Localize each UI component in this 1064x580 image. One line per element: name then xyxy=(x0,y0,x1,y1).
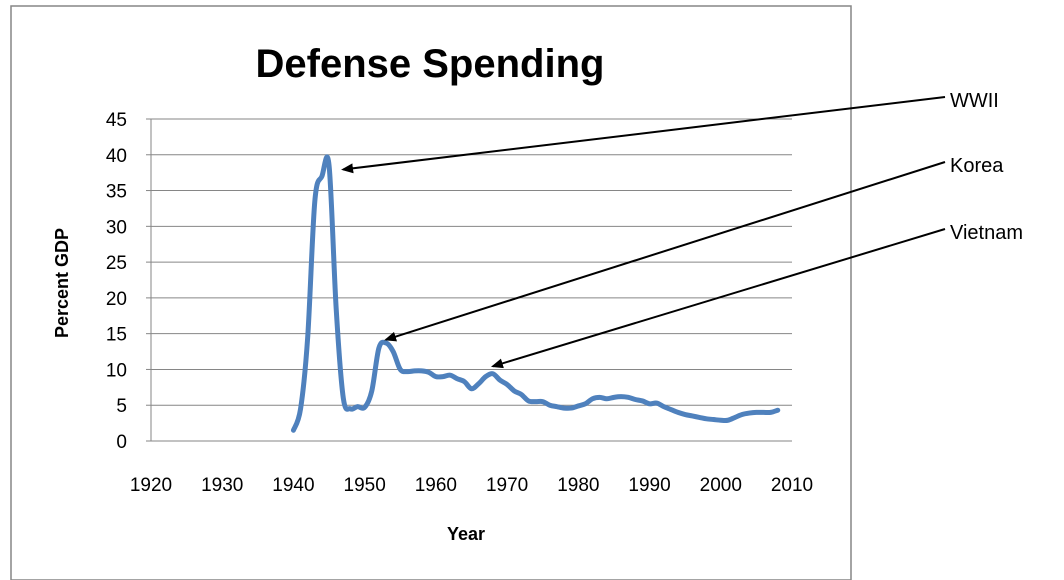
annotation-arrow xyxy=(341,96,946,174)
annotation-label: Korea xyxy=(950,155,1004,177)
x-axis-title: Year xyxy=(447,524,485,544)
annotation-label: WWII xyxy=(950,90,999,112)
x-tick-label: 1930 xyxy=(201,475,243,496)
series-line xyxy=(290,154,781,433)
y-tick-label: 30 xyxy=(106,217,127,238)
annotation-arrow xyxy=(384,161,946,342)
axes xyxy=(150,119,792,442)
x-tick-label: 2000 xyxy=(700,475,742,496)
y-tick-label: 25 xyxy=(106,253,127,274)
y-tick-label: 5 xyxy=(116,396,127,417)
annotations: WWII Korea Vietnam xyxy=(341,90,1023,369)
y-tick-label: 45 xyxy=(106,110,127,131)
y-tick-label: 35 xyxy=(106,182,127,203)
x-tick-label: 1920 xyxy=(130,475,172,496)
y-tick-label: 40 xyxy=(106,146,127,167)
annotation-label: Vietnam xyxy=(950,222,1023,244)
y-tick-label: 20 xyxy=(106,289,127,310)
y-tick-label: 0 xyxy=(116,432,127,453)
x-tick-label: 1980 xyxy=(557,475,599,496)
x-tick-labels: 1920 1930 1940 1950 1960 1970 1980 1990 2000 2010 xyxy=(130,475,813,496)
x-tick-label: 1950 xyxy=(344,475,386,496)
series-layer xyxy=(290,154,781,433)
y-tick-label: 10 xyxy=(106,360,127,381)
y-tick-label: 15 xyxy=(106,325,127,346)
gridlines xyxy=(151,118,792,406)
x-tick-label: 1960 xyxy=(415,475,457,496)
x-tick-label: 1940 xyxy=(272,475,314,496)
chart-title: Defense Spending xyxy=(256,42,605,86)
x-tick-label: 1990 xyxy=(628,475,670,496)
y-tick-labels: 0 5 10 15 20 25 30 35 40 45 xyxy=(106,110,151,453)
annotation-arrow xyxy=(490,228,946,369)
y-axis-title: Percent GDP xyxy=(52,228,72,338)
x-tick-label: 2010 xyxy=(771,475,813,496)
x-tick-label: 1970 xyxy=(486,475,528,496)
